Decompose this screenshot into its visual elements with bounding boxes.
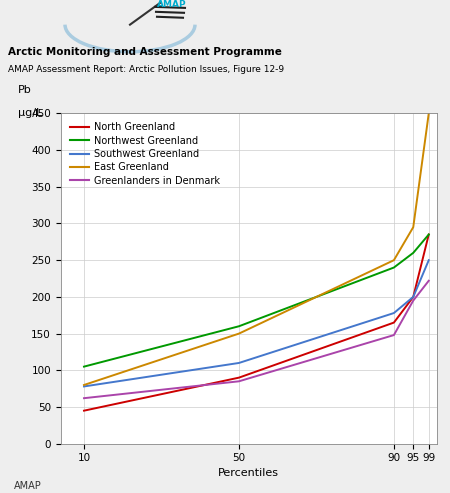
- North Greenland: [426, 232, 432, 238]
- Southwest Greenland: [81, 384, 87, 389]
- East Greenland: [391, 257, 396, 263]
- East Greenland: [236, 331, 242, 337]
- Text: Pb: Pb: [18, 85, 32, 95]
- Text: Arctic Monitoring and Assessment Programme: Arctic Monitoring and Assessment Program…: [8, 47, 282, 57]
- North Greenland: [236, 375, 242, 381]
- East Greenland: [426, 110, 432, 116]
- Southwest Greenland: [391, 310, 396, 316]
- Text: AMAP: AMAP: [14, 481, 41, 491]
- Line: Northwest Greenland: Northwest Greenland: [84, 235, 429, 367]
- East Greenland: [410, 224, 416, 230]
- Text: µg/L: µg/L: [18, 108, 42, 118]
- Northwest Greenland: [236, 323, 242, 329]
- Greenlanders in Denmark: [426, 278, 432, 283]
- North Greenland: [81, 408, 87, 414]
- Greenlanders in Denmark: [236, 378, 242, 384]
- Greenlanders in Denmark: [410, 298, 416, 304]
- Southwest Greenland: [236, 360, 242, 366]
- Text: AMAP: AMAP: [157, 0, 187, 9]
- Greenlanders in Denmark: [391, 332, 396, 338]
- North Greenland: [391, 319, 396, 325]
- Southwest Greenland: [410, 294, 416, 300]
- North Greenland: [410, 294, 416, 300]
- Line: Greenlanders in Denmark: Greenlanders in Denmark: [84, 281, 429, 398]
- X-axis label: Percentiles: Percentiles: [218, 467, 279, 478]
- Northwest Greenland: [391, 265, 396, 271]
- Northwest Greenland: [410, 250, 416, 256]
- Northwest Greenland: [81, 364, 87, 370]
- East Greenland: [81, 382, 87, 388]
- Greenlanders in Denmark: [81, 395, 87, 401]
- Legend: North Greenland, Northwest Greenland, Southwest Greenland, East Greenland, Green: North Greenland, Northwest Greenland, So…: [66, 118, 224, 190]
- Line: East Greenland: East Greenland: [84, 113, 429, 385]
- Southwest Greenland: [426, 257, 432, 263]
- Text: AMAP Assessment Report: Arctic Pollution Issues, Figure 12-9: AMAP Assessment Report: Arctic Pollution…: [8, 65, 284, 74]
- Line: North Greenland: North Greenland: [84, 235, 429, 411]
- Northwest Greenland: [426, 232, 432, 238]
- Line: Southwest Greenland: Southwest Greenland: [84, 260, 429, 387]
